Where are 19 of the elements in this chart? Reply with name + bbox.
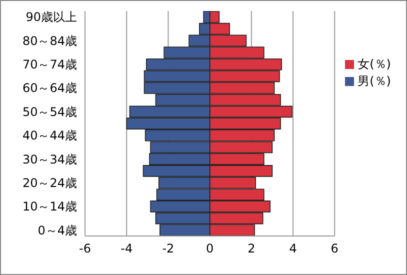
y-tick-label: 10～14歳 [22, 200, 77, 214]
y-tick-label: 70～74歳 [22, 58, 77, 72]
y-tick-label: 40～44歳 [22, 128, 77, 143]
legend-label: 男(％) [358, 74, 391, 88]
legend-label: 女(％) [358, 56, 391, 70]
y-tick-label: 60～64歳 [22, 81, 77, 96]
y-tick-label: 0～4歳 [38, 223, 77, 238]
x-tick-label: 0 [206, 242, 214, 256]
y-tick-label: 50～54歳 [22, 104, 77, 119]
y-tick-label: 90歳以上 [26, 10, 77, 24]
y-tick-label: 80～84歳 [22, 34, 77, 48]
x-tick-label: -6 [79, 242, 91, 256]
x-tick-label: 4 [289, 242, 297, 256]
x-tick-label: -4 [120, 242, 133, 256]
y-tick-label: 30～34歳 [22, 152, 77, 166]
x-tick-label: 2 [248, 242, 256, 256]
x-tick-label: -2 [162, 242, 174, 256]
x-tick-label: 6 [330, 242, 338, 256]
y-tick-label: 20～24歳 [22, 176, 77, 190]
